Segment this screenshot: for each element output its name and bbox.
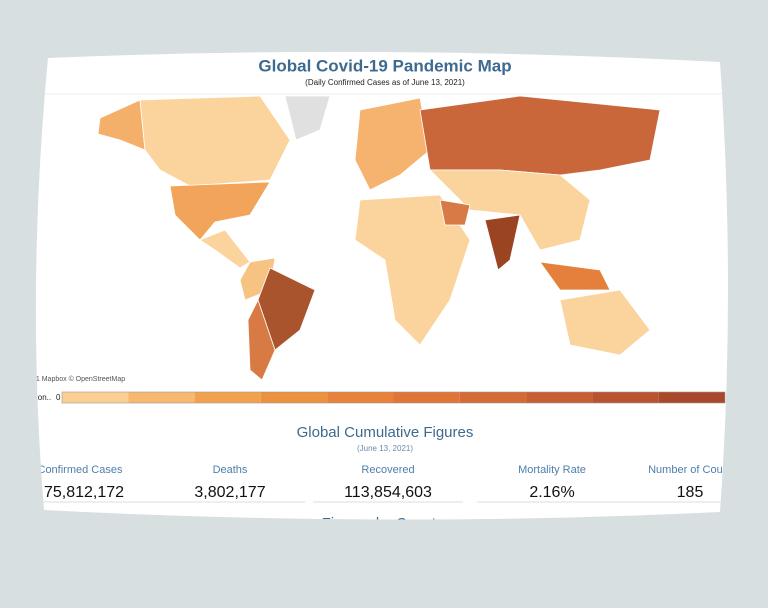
- legend-step: [526, 392, 593, 403]
- figure-label: Confirmed Cases: [38, 464, 123, 476]
- figures-subtitle: (June 13, 2021): [357, 444, 413, 453]
- legend-step: [459, 392, 527, 403]
- figures-table: Confirmed Cases 75,812,172 Deaths 3,802,177…: [35, 464, 732, 503]
- legend-step: [260, 392, 328, 403]
- figure-value: 185: [677, 484, 704, 501]
- section-title: Figures by Country: [322, 515, 449, 532]
- legend-step: [658, 392, 725, 403]
- legend-max: 2: [729, 393, 734, 402]
- dashboard-title: Global Covid-19 Pandemic Map: [258, 56, 511, 75]
- legend-step: [62, 392, 129, 403]
- legend-label: Con..: [32, 393, 51, 402]
- figure-label: Number of Count: [648, 464, 732, 476]
- world-map: [97, 95, 661, 381]
- map-attribution: 21 Mapbox © OpenStreetMap: [32, 375, 125, 383]
- figures-title: Global Cumulative Figures: [297, 424, 474, 441]
- figure-value: 113,854,603: [344, 484, 432, 501]
- figure-value: 3,802,177: [194, 484, 265, 501]
- legend-step: [592, 392, 659, 403]
- figure-label: Mortality Rate: [518, 464, 586, 476]
- figure-label: Recovered: [361, 464, 414, 476]
- figure-label: Deaths: [213, 464, 248, 476]
- dashboard-subtitle: (Daily Confirmed Cases as of June 13, 20…: [305, 78, 465, 87]
- legend-min: 0: [56, 393, 61, 402]
- legend-step: [327, 392, 394, 403]
- legend-step: [393, 392, 460, 403]
- legend-step: [128, 392, 195, 403]
- figure-value: 75,812,172: [44, 484, 124, 501]
- legend-bar: [61, 391, 726, 404]
- figure-value: 2.16%: [529, 484, 574, 501]
- legend-frame: [61, 391, 726, 404]
- legend-step: [194, 392, 261, 403]
